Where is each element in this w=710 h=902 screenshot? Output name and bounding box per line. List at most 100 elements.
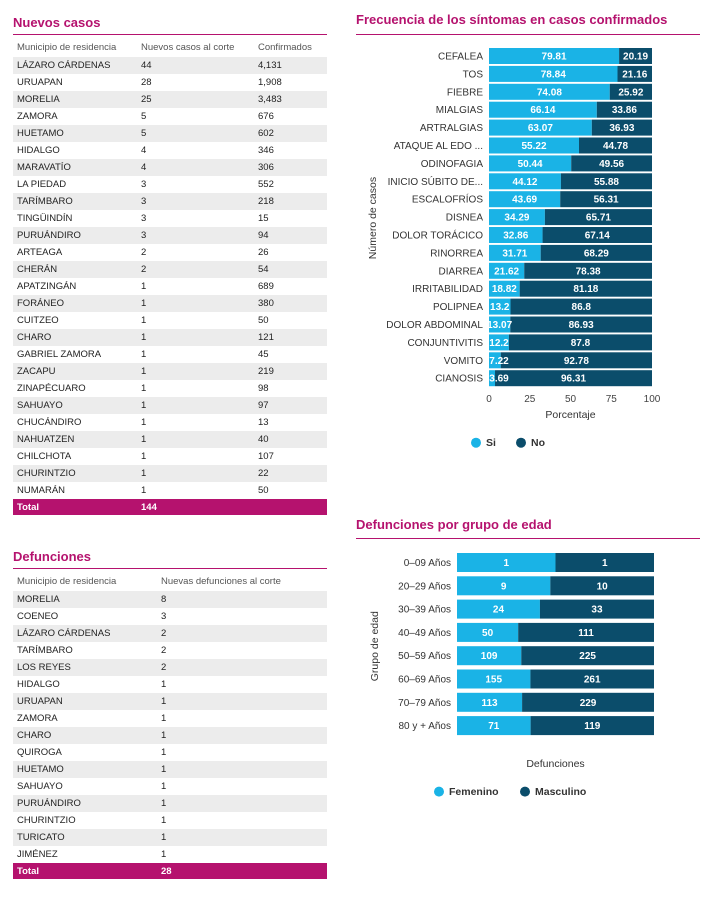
data-label: 3.69 <box>489 374 509 385</box>
column-header: Confirmados <box>258 42 312 53</box>
bar-segment-si <box>489 227 543 243</box>
bar-segment-masculino <box>518 622 654 642</box>
value-cell: 1 <box>157 761 327 778</box>
bar-segment-femenino <box>457 716 531 736</box>
municipio-cell: PURUÁNDIRO <box>13 227 137 244</box>
column-header: Municipio de residencia <box>17 42 117 53</box>
table-row: TURICATO 1 <box>13 829 327 846</box>
value-cell: 13 <box>258 417 269 428</box>
data-label: 78.38 <box>576 266 601 277</box>
municipio-cell: TINGÜINDÍN <box>17 213 73 224</box>
municipio-cell: MARAVATÍO <box>13 159 137 176</box>
bar-segment-femenino <box>457 692 523 712</box>
data-label: 96.31 <box>561 374 586 385</box>
municipio-cell: LÁZARO CÁRDENAS <box>13 625 157 642</box>
data-label: 21.62 <box>494 266 519 277</box>
municipio-cell: ZAMORA <box>17 111 58 122</box>
total-row: Total 28 <box>13 863 327 879</box>
bar-segment-no <box>596 101 652 118</box>
bar-segment-si <box>489 155 572 172</box>
legend-marker <box>471 437 481 448</box>
category-label: MIALGIAS <box>436 105 484 116</box>
data-label: 86.93 <box>569 320 594 331</box>
category-label: 70–79 Años <box>398 698 451 709</box>
bar-segment-si <box>489 298 511 315</box>
table-row: LOS REYES 2 <box>13 659 327 676</box>
value-cell: 1 <box>137 329 254 346</box>
x-tick-label: 25 <box>524 394 536 405</box>
data-label: 50.44 <box>518 159 543 170</box>
data-label: 155 <box>485 675 502 686</box>
municipio-cell: CHARO <box>13 727 157 744</box>
value-cell: 1 <box>141 349 147 360</box>
value-cell: 1 <box>161 679 167 690</box>
data-label: 13.07 <box>487 320 512 331</box>
value-cell: 54 <box>254 261 327 278</box>
bar-segment-si <box>489 316 511 333</box>
value-cell: 1 <box>161 815 167 826</box>
data-label: 34.29 <box>504 213 529 224</box>
value-cell: 689 <box>258 281 274 292</box>
data-label: 109 <box>481 651 498 662</box>
data-label: 36.93 <box>609 123 634 134</box>
bar-segment-femenino <box>457 669 531 689</box>
value-cell: 2 <box>157 625 327 642</box>
bar-segment-si <box>489 280 520 297</box>
bar-segment-no <box>544 209 652 226</box>
table-row: CHUCÁNDIRO 1 13 <box>13 414 327 431</box>
bar-segment-si <box>489 137 580 154</box>
x-axis-label: Defunciones <box>526 758 584 770</box>
category-label: RINORREA <box>430 248 483 259</box>
total-row: Total 144 <box>13 499 327 515</box>
data-label: 225 <box>579 651 596 662</box>
category-label: 30–39 Años <box>398 605 451 616</box>
value-cell: 1 <box>141 485 147 496</box>
table-header-row: Municipio de residencia Nuevas defuncione… <box>13 572 327 591</box>
value-cell: 1,908 <box>258 77 282 88</box>
value-cell: 218 <box>254 193 327 210</box>
data-label: 25.92 <box>618 87 643 98</box>
municipio-cell: HIDALGO <box>17 145 60 156</box>
bar-segment-si <box>489 209 545 226</box>
data-label: 55.88 <box>594 177 619 188</box>
category-label: 0–09 Años <box>404 558 451 569</box>
total-value: 144 <box>137 499 254 515</box>
table-row: MORELIA 25 3,483 <box>13 91 327 108</box>
table-row: CHURINTZIO 1 22 <box>13 465 327 482</box>
table-row: CHURINTZIO 1 <box>13 812 327 829</box>
value-cell: 1 <box>137 363 254 380</box>
category-label: CEFALEA <box>438 52 483 63</box>
value-cell: 50 <box>258 485 269 496</box>
data-label: 65.71 <box>586 213 611 224</box>
bar-segment-no <box>500 352 652 369</box>
municipio-cell: URUAPAN <box>13 693 157 710</box>
data-label: 24 <box>493 605 505 616</box>
data-label: 79.81 <box>542 52 567 63</box>
value-cell: 552 <box>258 179 274 190</box>
data-label: 32.86 <box>503 231 528 242</box>
value-cell: 97 <box>254 397 327 414</box>
data-label: 78.84 <box>541 69 566 80</box>
value-cell: 346 <box>258 145 274 156</box>
table-row: TINGÜINDÍN 3 15 <box>13 210 327 227</box>
municipio-cell: CHERÁN <box>13 261 137 278</box>
value-cell: 8 <box>157 591 327 608</box>
data-label: 50 <box>482 628 494 639</box>
bar-segment-masculino <box>539 599 654 619</box>
data-label: 113 <box>481 698 498 709</box>
table-row: PURUÁNDIRO 3 94 <box>13 227 327 244</box>
category-label: FIEBRE <box>447 87 483 98</box>
municipio-cell: PURUÁNDIRO <box>13 795 157 812</box>
municipio-cell: APATZINGÁN <box>17 281 77 292</box>
data-label: 13.2 <box>490 302 510 313</box>
data-label: 9 <box>501 581 507 592</box>
bar-segment-masculino <box>530 716 654 736</box>
category-label: ARTRALGIAS <box>420 123 483 134</box>
municipio-cell: ARTEAGA <box>17 247 63 258</box>
total-empty <box>254 499 327 515</box>
table-row: ZINAPÉCUARO 1 98 <box>13 380 327 397</box>
nuevos-casos-table: Municipio de residencia Nuevos casos al c… <box>13 38 327 515</box>
legend-label: Si <box>486 437 496 449</box>
y-axis-label: Número de casos <box>367 177 379 259</box>
category-label: 60–69 Años <box>398 675 451 686</box>
